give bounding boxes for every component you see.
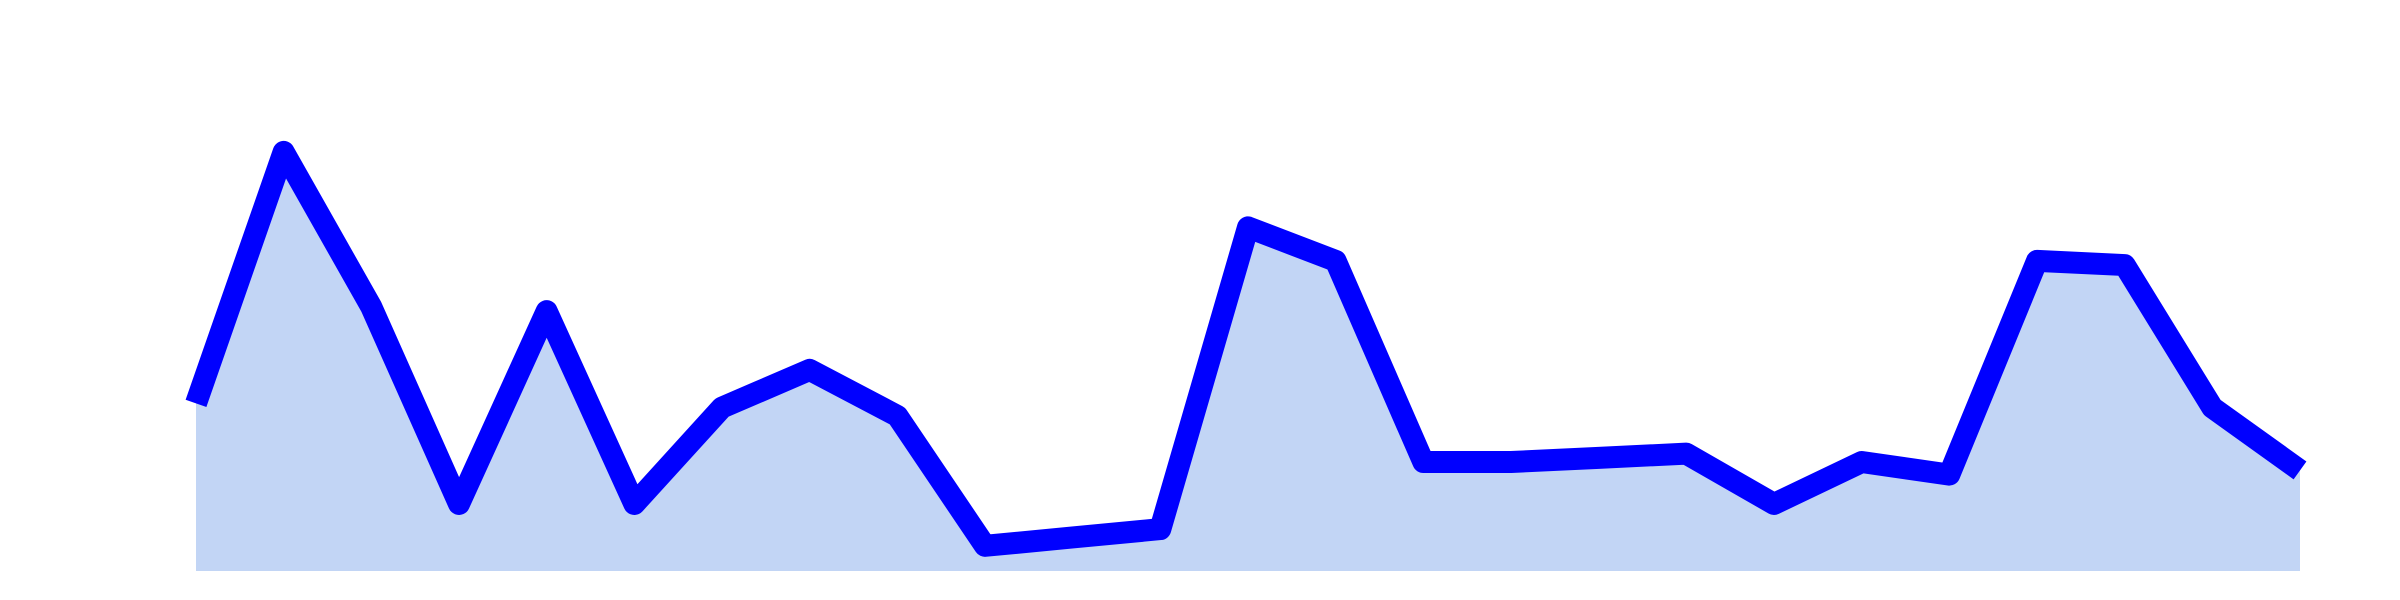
data-point (721, 407, 723, 409)
data-point (458, 503, 460, 505)
data-point (1861, 461, 1863, 463)
series-line (185, 140, 2307, 557)
data-point (896, 415, 898, 417)
data-point (370, 306, 372, 308)
data-point (984, 545, 986, 547)
data-point (2036, 260, 2038, 262)
data-point (1685, 453, 1687, 455)
data-point (1159, 528, 1161, 530)
data-point (633, 503, 635, 505)
data-point (1072, 536, 1074, 538)
data-point (809, 369, 811, 371)
data-point (1773, 503, 1775, 505)
data-point (1510, 461, 1512, 463)
data-point (2211, 407, 2213, 409)
data-point (1335, 260, 1337, 262)
data-point (2299, 469, 2301, 471)
data-point (1247, 226, 1249, 228)
data-point (546, 310, 548, 312)
data-point (1598, 457, 1600, 459)
data-point (283, 151, 285, 153)
plot-area (185, 140, 2307, 571)
data-point (1948, 474, 1950, 476)
area-fill (196, 151, 2300, 571)
data-point (195, 402, 197, 404)
data-point (2124, 264, 2126, 266)
data-point (1422, 461, 1424, 463)
